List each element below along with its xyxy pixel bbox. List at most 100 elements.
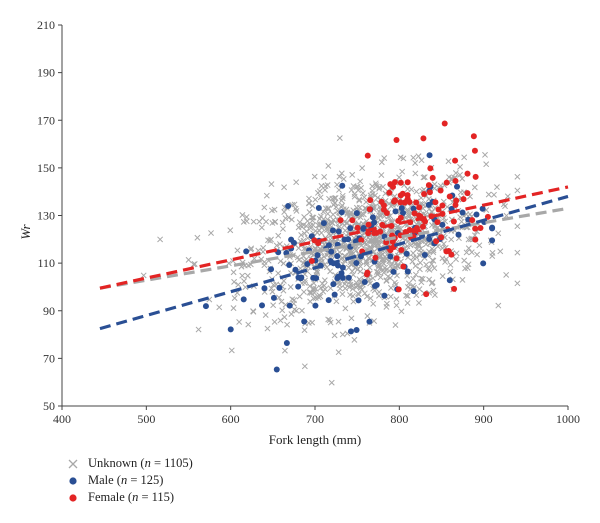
data-point-female <box>386 189 393 196</box>
data-point-male <box>480 260 487 267</box>
data-point-unknown <box>309 319 316 326</box>
data-point-unknown <box>327 268 334 275</box>
data-point-female <box>416 204 423 211</box>
data-point-female <box>472 225 479 232</box>
data-point-unknown <box>261 204 268 211</box>
data-point-female <box>429 174 436 181</box>
data-point-unknown <box>376 184 383 191</box>
data-point-unknown <box>405 284 411 290</box>
data-point-unknown <box>310 295 317 302</box>
data-point-unknown <box>273 242 280 249</box>
data-point-unknown <box>364 313 371 319</box>
data-point-unknown <box>325 205 332 212</box>
data-point-unknown <box>324 264 330 271</box>
x-tick-label: 600 <box>222 412 240 426</box>
data-point-unknown <box>315 222 322 229</box>
data-point-unknown <box>395 263 402 270</box>
data-point-unknown <box>412 160 419 166</box>
data-point-male <box>320 220 327 227</box>
data-point-unknown <box>326 222 333 229</box>
data-point-unknown <box>190 261 197 268</box>
data-point-female <box>441 120 448 127</box>
data-point-male <box>381 292 388 299</box>
data-point-unknown <box>342 305 349 312</box>
data-point-unknown <box>317 194 324 201</box>
data-point-unknown <box>493 184 500 191</box>
data-point-unknown <box>301 214 308 220</box>
data-point-unknown <box>347 211 354 218</box>
data-point-male <box>353 210 360 217</box>
data-point-unknown <box>325 316 332 323</box>
data-point-unknown <box>279 307 286 314</box>
data-point-female <box>419 223 426 230</box>
data-point-unknown <box>306 209 313 216</box>
data-point-male <box>455 231 462 238</box>
data-point-female <box>400 263 407 270</box>
data-point-male <box>335 228 342 235</box>
data-point-unknown <box>367 243 374 250</box>
data-point-unknown <box>316 215 323 222</box>
data-point-male <box>339 264 346 271</box>
data-point-unknown <box>295 224 302 231</box>
data-point-unknown <box>309 214 316 221</box>
x-tick-label: 400 <box>53 412 71 426</box>
data-point-unknown <box>307 225 314 231</box>
data-point-male <box>292 266 299 273</box>
data-point-unknown <box>476 242 483 249</box>
data-point-male <box>410 205 417 212</box>
data-point-unknown <box>459 276 466 283</box>
data-point-unknown <box>325 162 332 169</box>
data-point-unknown <box>318 225 325 231</box>
data-point-male <box>276 284 283 291</box>
data-point-male <box>353 260 360 267</box>
data-point-unknown <box>279 219 286 226</box>
x-tick-label: 900 <box>475 412 493 426</box>
data-point-unknown <box>485 191 492 198</box>
data-point-female <box>311 237 318 244</box>
data-point-unknown <box>264 325 271 332</box>
x-tick-label: 800 <box>390 412 408 426</box>
x-tick-label: 700 <box>306 412 324 426</box>
data-point-unknown <box>320 208 327 215</box>
trend-line-female <box>99 185 569 290</box>
data-point-male <box>329 227 336 234</box>
data-point-unknown <box>296 219 303 226</box>
data-point-female <box>451 285 458 292</box>
data-point-unknown <box>447 268 454 275</box>
data-point-unknown <box>373 182 380 188</box>
data-point-male <box>392 208 399 215</box>
data-point-unknown <box>281 209 288 215</box>
data-point-unknown <box>448 236 455 243</box>
data-point-unknown <box>333 203 340 210</box>
data-point-unknown <box>415 299 422 306</box>
data-point-unknown <box>310 280 317 287</box>
data-point-unknown <box>317 284 324 291</box>
data-point-unknown <box>330 211 337 218</box>
data-point-female <box>452 201 459 208</box>
data-point-female <box>438 234 445 241</box>
data-point-female <box>433 238 440 245</box>
data-point-male <box>439 221 446 228</box>
x-tick-label: 1000 <box>556 412 580 426</box>
data-point-unknown <box>348 209 355 216</box>
data-point-unknown <box>340 176 347 182</box>
data-point-male <box>339 182 346 189</box>
data-point-female <box>446 193 453 200</box>
data-point-male <box>410 288 417 295</box>
data-point-female <box>387 181 394 188</box>
data-point-male <box>285 203 292 210</box>
data-point-male <box>361 278 368 285</box>
data-point-unknown <box>445 158 452 165</box>
data-point-unknown <box>503 271 510 278</box>
data-point-unknown <box>415 153 422 160</box>
data-point-female <box>435 206 442 213</box>
data-point-unknown <box>375 215 382 222</box>
data-point-unknown <box>387 218 394 225</box>
x-marker-icon <box>66 457 80 471</box>
data-point-unknown <box>333 298 340 305</box>
y-tick-label: 150 <box>37 161 55 175</box>
data-point-unknown <box>393 296 400 303</box>
data-point-unknown <box>324 210 331 217</box>
data-point-unknown <box>457 163 464 170</box>
data-point-male <box>288 236 295 243</box>
